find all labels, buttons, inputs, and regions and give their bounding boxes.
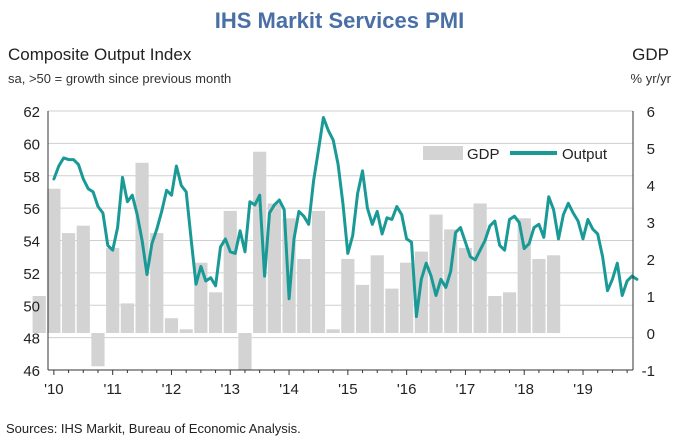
x-tick-label: '15 <box>338 381 358 398</box>
gdp-bar <box>120 303 134 333</box>
legend-label-output: Output <box>562 146 608 163</box>
gdp-bar <box>502 292 517 333</box>
gdp-bar <box>370 255 384 333</box>
gdp-bar <box>297 259 311 333</box>
right-axis-subtitle: % yr/yr <box>630 71 671 86</box>
gdp-bar <box>355 284 370 333</box>
gdp-bar <box>341 259 355 333</box>
x-tick-label: '19 <box>573 381 593 398</box>
gdp-bar <box>238 333 252 370</box>
gdp-bar <box>429 214 443 333</box>
left-tick-label: 48 <box>23 331 40 348</box>
right-tick-label: 6 <box>647 104 655 121</box>
right-tick-label: 1 <box>647 289 655 306</box>
gdp-bar <box>458 247 473 333</box>
left-tick-label: 50 <box>23 298 40 315</box>
gdp-bar <box>326 329 340 333</box>
source-note: Sources: IHS Markit, Bureau of Economic … <box>6 421 301 436</box>
left-axis-subtitle: sa, >50 = growth since previous month <box>8 71 232 86</box>
legend-label-gdp: GDP <box>467 146 500 163</box>
legend: GDP Output <box>423 146 608 163</box>
gdp-bar <box>385 288 399 333</box>
x-tick-label: '11 <box>103 381 121 398</box>
right-axis-title: GDP <box>632 45 669 64</box>
gdp-bar <box>532 259 546 333</box>
left-tick-label: 54 <box>23 234 40 251</box>
left-tick-label: 46 <box>23 363 40 380</box>
gdp-bar <box>517 218 531 333</box>
left-tick-label: 58 <box>23 169 40 186</box>
right-tick-label: -1 <box>642 363 655 380</box>
gdp-bar <box>311 210 326 333</box>
right-tick-label: 0 <box>647 326 655 343</box>
x-tick-label: '18 <box>514 381 534 398</box>
gdp-bar <box>253 151 267 333</box>
right-tick-label: 3 <box>647 215 655 232</box>
x-tick-label: '16 <box>397 381 417 398</box>
gdp-bar <box>547 255 561 333</box>
right-tick-label: 5 <box>647 141 655 158</box>
x-tick-label: '12 <box>162 381 182 398</box>
left-tick-label: 60 <box>23 136 40 153</box>
gdp-bar <box>400 262 414 333</box>
gdp-bar <box>106 247 120 333</box>
left-axis-title: Composite Output Index <box>8 45 192 64</box>
gdp-bar <box>223 210 237 333</box>
x-tick-label: '17 <box>456 381 476 398</box>
gdp-bar <box>488 296 502 333</box>
x-tick-label: '14 <box>279 381 299 398</box>
left-tick-label: 52 <box>23 266 40 283</box>
legend-swatch-gdp <box>423 146 463 160</box>
left-tick-label: 62 <box>23 104 40 121</box>
x-tick-label: '10 <box>44 381 64 398</box>
gdp-bar <box>267 203 281 333</box>
gdp-bar <box>473 203 487 333</box>
gdp-bar <box>32 296 46 333</box>
gdp-bar <box>179 329 193 333</box>
gdp-bar <box>76 225 90 333</box>
gdp-bar <box>47 188 61 333</box>
x-tick-label: '13 <box>220 381 240 398</box>
chart-title: IHS Markit Services PMI <box>214 8 465 33</box>
gdp-bar <box>150 233 164 333</box>
gdp-bar <box>91 333 105 367</box>
right-tick-label: 4 <box>647 178 655 195</box>
gdp-bar <box>164 318 179 333</box>
right-tick-label: 2 <box>647 252 655 269</box>
gdp-bar <box>61 233 76 333</box>
gdp-bar <box>208 292 223 333</box>
output-line <box>52 116 639 319</box>
left-tick-label: 56 <box>23 201 40 218</box>
